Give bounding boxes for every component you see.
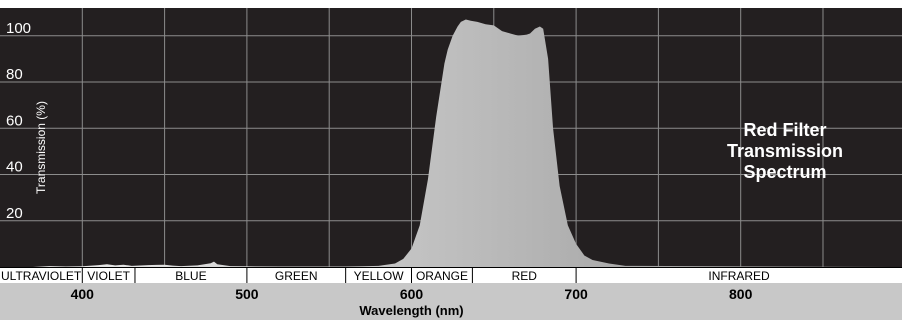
y-tick-label: 100 — [6, 20, 31, 37]
y-axis-label: Transmission (%) — [34, 101, 48, 194]
band-label: INFRARED — [708, 269, 770, 283]
spectrum-band-strip: ULTRAVIOLET VIOLET BLUE GREEN YELLOW ORANGE RE… — [0, 267, 902, 283]
band-strip-background — [0, 267, 902, 283]
x-tick-label: 500 — [235, 286, 259, 302]
x-tick-label: 400 — [71, 286, 95, 302]
band-label: YELLOW — [354, 269, 405, 283]
x-tick-labels: 400 500 600 700 800 — [71, 286, 753, 302]
chart-title-line: Spectrum — [743, 162, 826, 182]
x-tick-label: 800 — [729, 286, 753, 302]
band-label: ULTRAVIOLET — [1, 269, 82, 283]
band-label: BLUE — [175, 269, 206, 283]
band-label: ORANGE — [416, 269, 468, 283]
band-label: RED — [512, 269, 538, 283]
x-tick-label: 700 — [564, 286, 588, 302]
x-axis-strip — [0, 283, 902, 320]
y-tick-label: 60 — [6, 112, 23, 129]
transmission-area — [0, 19, 902, 268]
chart-title-line: Transmission — [727, 141, 843, 161]
y-tick-label: 40 — [6, 159, 23, 176]
y-tick-label: 20 — [6, 205, 23, 222]
band-label: GREEN — [275, 269, 318, 283]
x-tick-label: 600 — [400, 286, 424, 302]
x-axis-label: Wavelength (nm) — [359, 303, 463, 318]
y-tick-labels: 20 40 60 80 100 — [6, 20, 31, 222]
chart-title-line: Red Filter — [743, 120, 826, 140]
y-tick-label: 80 — [6, 66, 23, 83]
band-label: VIOLET — [87, 269, 130, 283]
